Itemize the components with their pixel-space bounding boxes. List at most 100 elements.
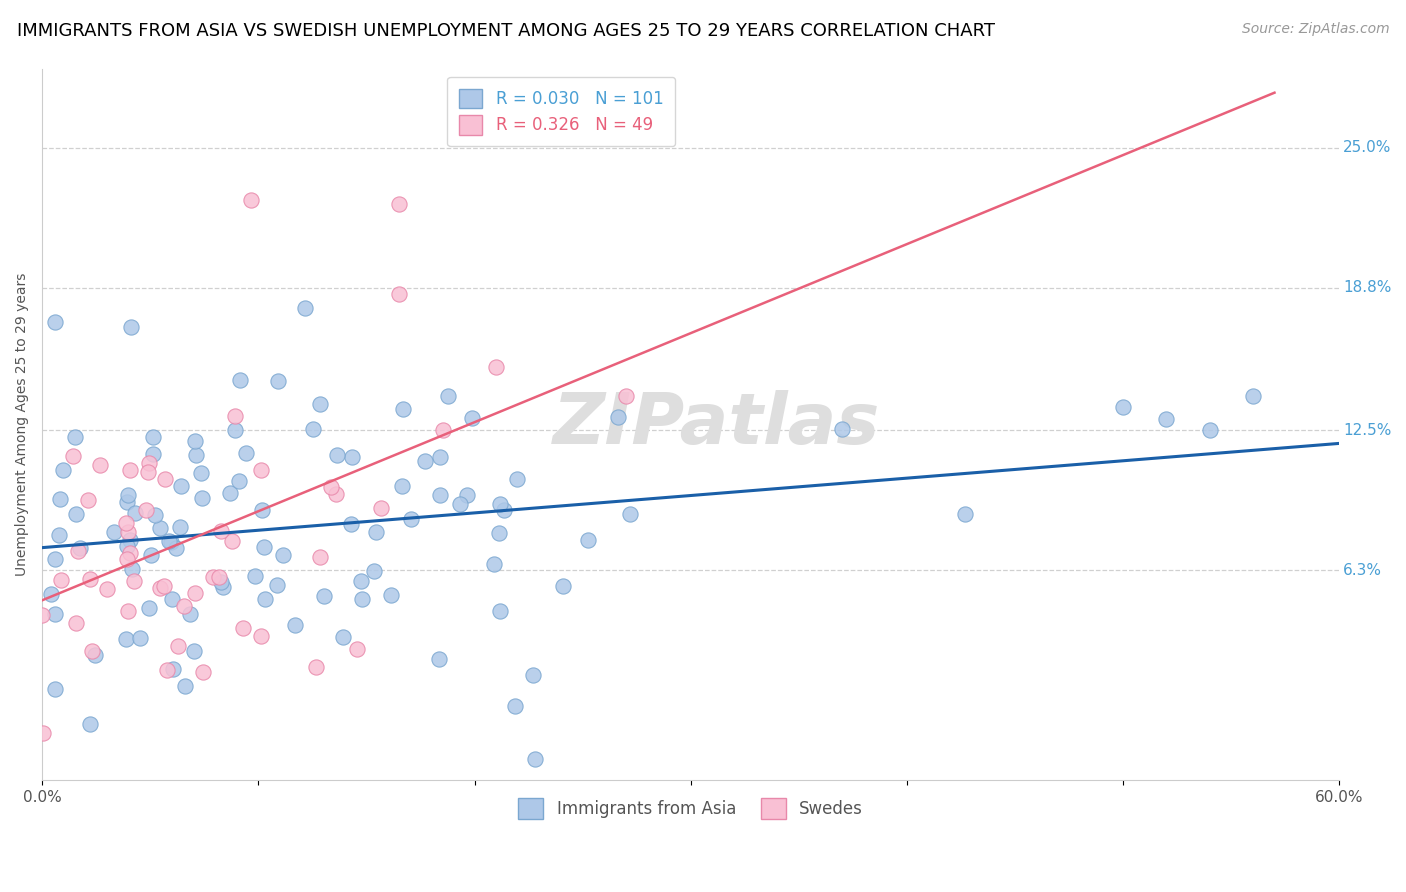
Point [309,550,332,565]
Point [145,508,167,523]
Point [157,534,180,549]
Point [953,507,976,521]
Text: 12.5%: 12.5% [1343,423,1392,438]
Point [184,448,207,462]
Point [228,475,250,489]
Point [489,497,512,511]
Point [44,316,66,330]
Point [136,466,159,480]
Point [120,319,142,334]
Point [49,573,72,587]
Point [340,517,363,532]
Point [191,491,214,505]
Point [239,194,262,208]
Point [305,660,328,674]
Point [65,508,87,522]
Point [254,592,277,607]
Point [437,389,460,403]
Point [831,422,853,436]
Text: 6.3%: 6.3% [1343,563,1382,578]
Point [294,301,316,315]
Point [138,456,160,470]
Point [224,423,246,437]
Point [142,430,165,444]
Point [117,495,139,509]
Point [380,588,402,602]
Point [221,533,243,548]
Point [326,448,349,462]
Point [201,569,224,583]
Point [232,621,254,635]
Point [346,642,368,657]
Point [184,585,207,599]
Point [120,546,142,560]
Point [614,389,637,403]
Point [183,434,205,449]
Point [115,632,138,646]
Point [332,631,354,645]
Point [129,631,152,645]
Point [273,548,295,562]
Point [141,548,163,562]
Point [44,681,66,696]
Point [48,528,70,542]
Point [489,604,512,618]
Point [209,575,232,590]
Point [115,540,138,554]
Point [117,488,139,502]
Point [1112,401,1135,415]
Point [162,663,184,677]
Point [267,374,290,388]
Point [149,581,172,595]
Point [243,569,266,583]
Point [506,472,529,486]
Point [115,516,138,530]
Text: 25.0%: 25.0% [1343,140,1392,155]
Point [49,492,72,507]
Point [121,562,143,576]
Point [235,445,257,459]
Point [1198,423,1220,437]
Point [84,648,107,662]
Point [488,526,510,541]
Point [284,618,307,632]
Text: ZIPatlas: ZIPatlas [553,390,880,458]
Point [82,644,104,658]
Point [62,450,84,464]
Point [399,512,422,526]
Point [249,463,271,477]
Point [391,479,413,493]
Point [117,525,139,540]
Point [135,502,157,516]
Point [44,607,66,622]
Point [79,717,101,731]
Point [103,524,125,539]
Point [485,359,508,374]
Point [503,698,526,713]
Point [124,506,146,520]
Point [173,599,195,614]
Point [89,458,111,472]
Point [117,604,139,618]
Point [166,640,188,654]
Point [363,564,385,578]
Point [308,396,330,410]
Point [115,551,138,566]
Point [522,667,544,681]
Point [156,663,179,677]
Point [160,534,183,549]
Text: Source: ZipAtlas.com: Source: ZipAtlas.com [1241,22,1389,37]
Point [169,479,191,493]
Point [69,541,91,555]
Point [350,574,373,589]
Point [429,450,451,464]
Point [606,409,628,424]
Point [142,447,165,461]
Point [576,533,599,548]
Point [31,726,53,740]
Text: 18.8%: 18.8% [1343,280,1392,295]
Point [461,411,484,425]
Point [619,507,641,521]
Point [319,480,342,494]
Point [120,463,142,477]
